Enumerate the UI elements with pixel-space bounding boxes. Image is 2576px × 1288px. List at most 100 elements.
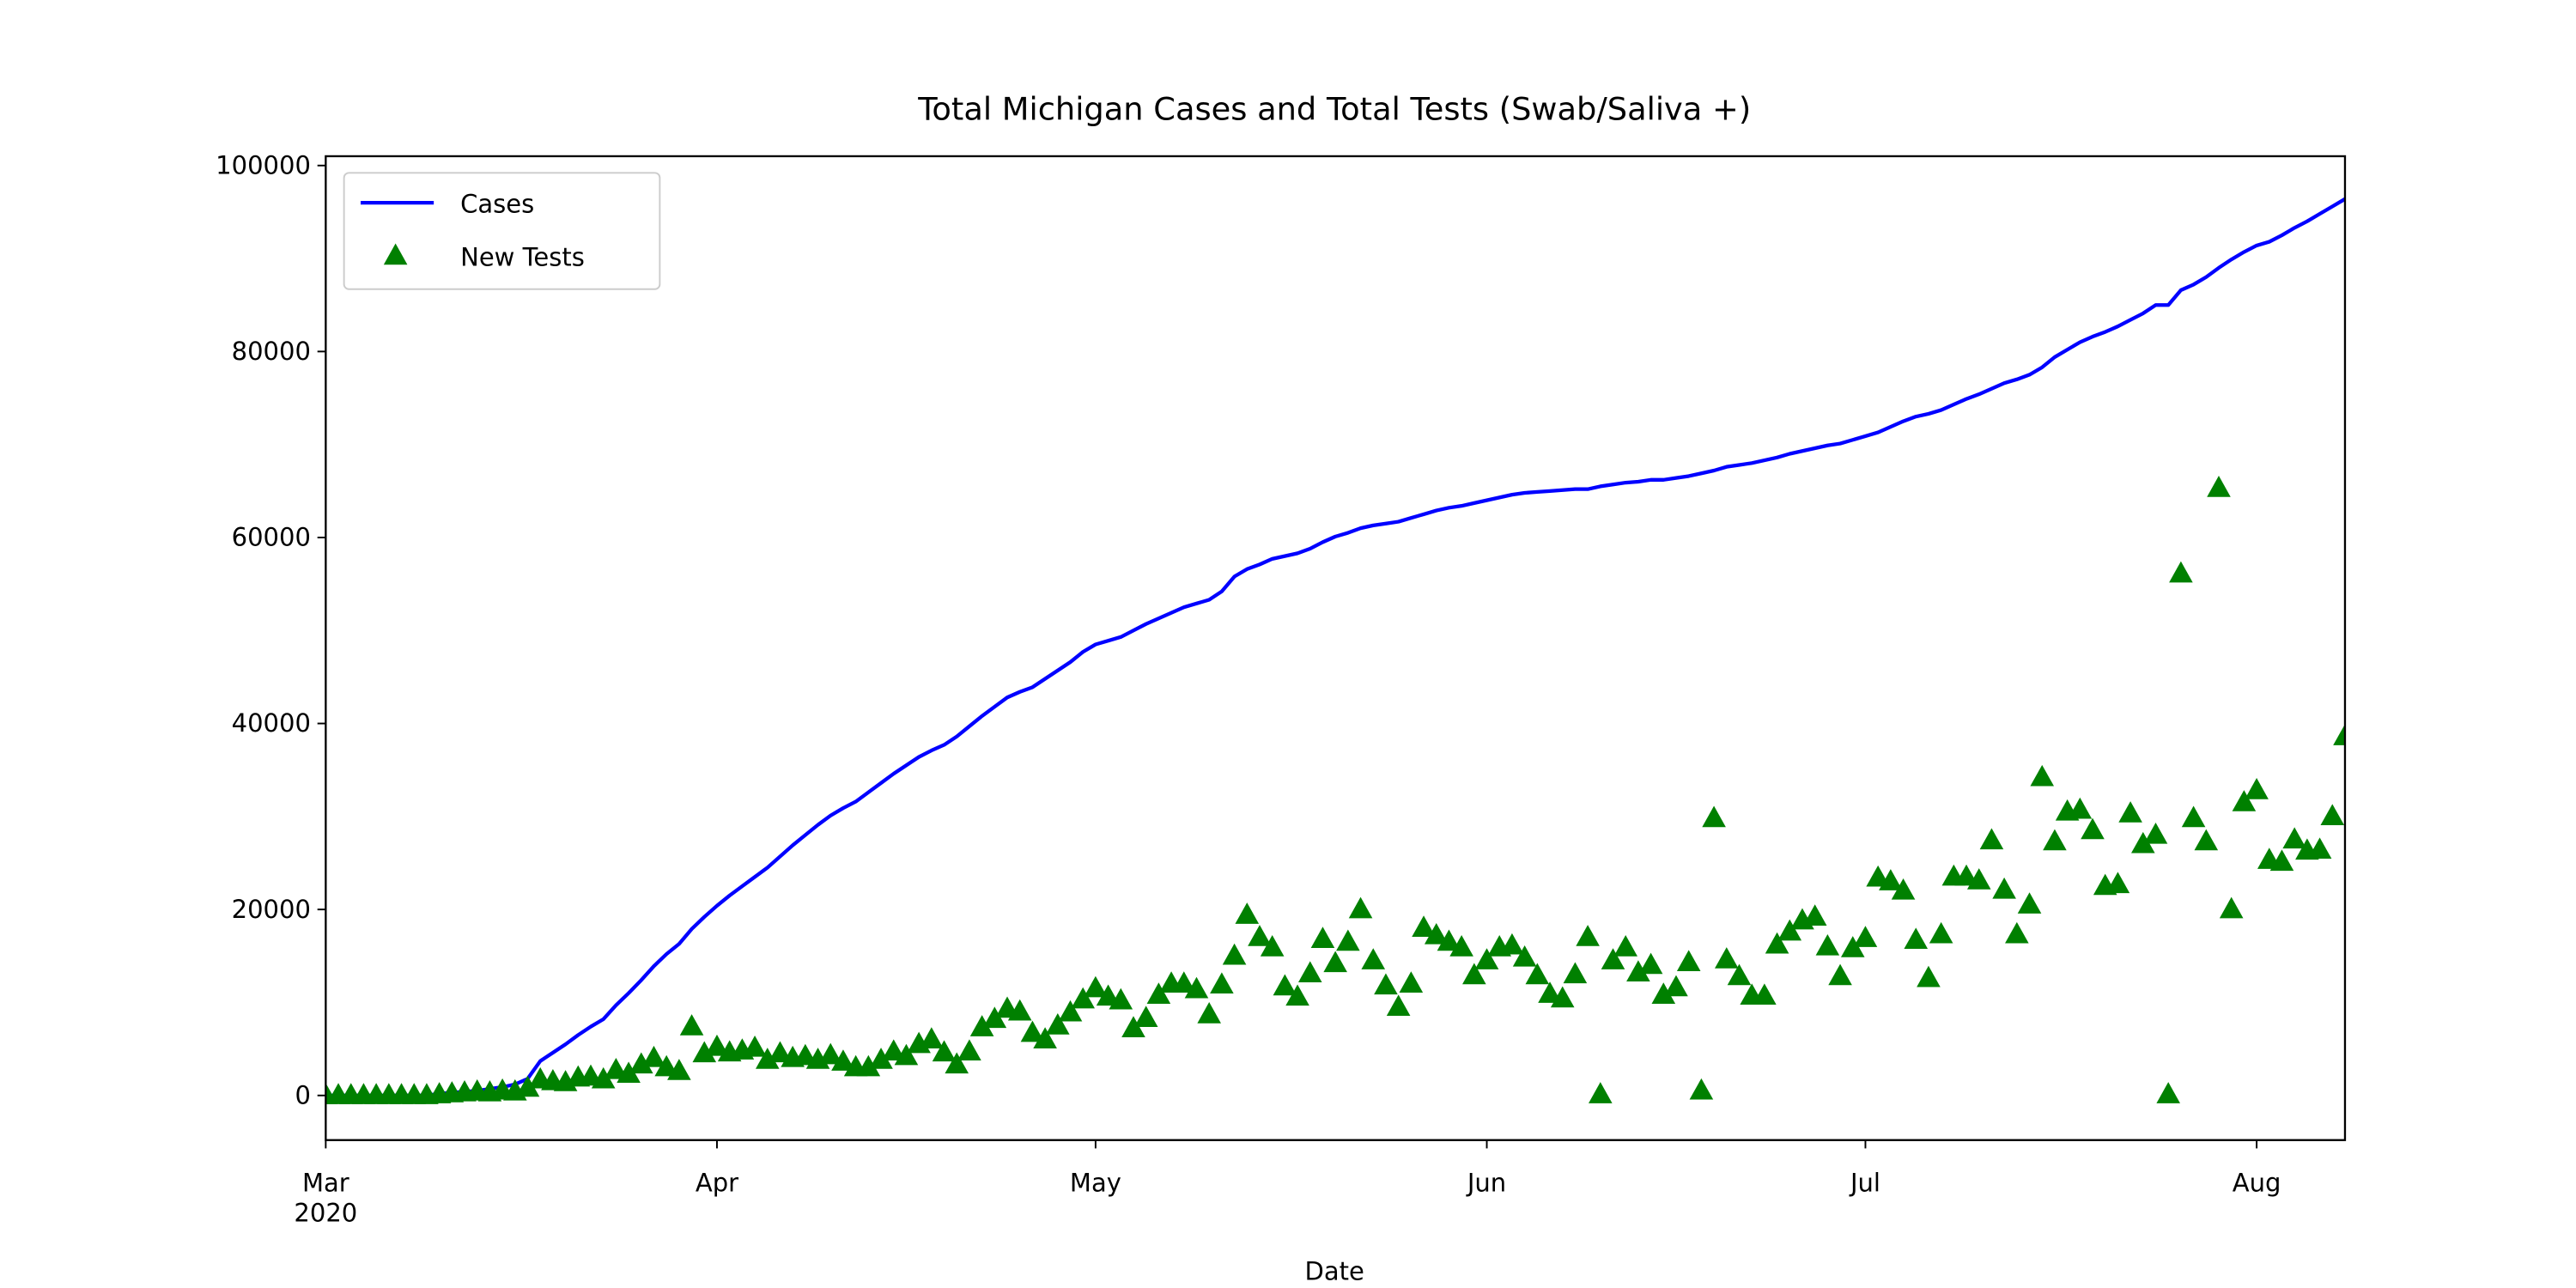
test-marker <box>629 1052 653 1074</box>
test-marker <box>1361 948 1386 969</box>
test-marker <box>1966 868 1991 890</box>
test-marker <box>1538 981 1562 1003</box>
test-marker <box>1664 975 1688 997</box>
test-marker <box>2194 829 2219 851</box>
test-marker <box>932 1040 957 1062</box>
test-marker <box>1172 971 1196 993</box>
test-marker <box>2320 804 2345 826</box>
test-marker <box>2105 872 2130 894</box>
legend-marker <box>383 243 408 265</box>
test-marker <box>1576 925 1600 946</box>
test-marker <box>1386 994 1411 1017</box>
test-marker <box>1879 869 1903 890</box>
test-marker <box>1651 982 1676 1004</box>
test-marker <box>982 1006 1007 1029</box>
test-marker <box>1676 950 1701 972</box>
test-marker <box>679 1014 704 1036</box>
test-marker <box>2307 837 2332 860</box>
test-marker <box>1638 952 1663 975</box>
test-marker <box>1146 982 1171 1004</box>
test-marker <box>1020 1020 1045 1042</box>
test-marker <box>1248 925 1272 946</box>
test-marker <box>1917 965 1941 987</box>
test-marker <box>2333 724 2345 745</box>
test-marker <box>1297 961 1322 983</box>
test-marker <box>1323 951 1347 973</box>
x-tick-label: Jun <box>1466 1169 1506 1198</box>
test-marker <box>1222 943 1247 965</box>
test-marker <box>1613 935 1637 957</box>
x-tick-label: May <box>1070 1169 1121 1198</box>
test-marker <box>1412 915 1436 937</box>
test-marker <box>1273 974 1297 996</box>
test-marker <box>2181 805 2206 828</box>
legend-label: Cases <box>460 190 534 219</box>
test-marker <box>894 1043 919 1066</box>
test-marker <box>869 1048 893 1069</box>
test-marker <box>818 1042 843 1065</box>
test-marker <box>1626 960 1650 981</box>
test-marker <box>2143 823 2168 844</box>
test-marker <box>1979 828 2004 850</box>
test-marker <box>1601 948 1625 969</box>
test-marker <box>692 1041 717 1063</box>
test-marker <box>1840 936 1865 957</box>
x-axis-label: Date <box>1305 1256 1364 1285</box>
test-marker <box>743 1036 767 1057</box>
test-marker <box>617 1061 641 1084</box>
test-marker <box>2081 817 2105 840</box>
test-marker <box>1449 935 1473 957</box>
chart-title: Total Michigan Cases and Total Tests (Sw… <box>917 90 1751 127</box>
test-marker <box>2219 896 2244 919</box>
x-tick-label: Jul <box>1849 1169 1880 1198</box>
test-marker <box>1714 947 1739 969</box>
test-marker <box>2245 778 2269 799</box>
test-marker <box>1235 902 1260 924</box>
y-tick-label: 60000 <box>232 523 311 552</box>
test-marker <box>1084 975 1108 998</box>
test-marker <box>1197 1002 1221 1024</box>
test-marker <box>1500 933 1524 955</box>
test-marker <box>881 1039 906 1061</box>
test-marker <box>667 1059 691 1080</box>
test-marker <box>1550 986 1575 1008</box>
test-marker <box>755 1048 780 1069</box>
test-marker <box>1891 878 1916 900</box>
test-marker <box>969 1015 994 1036</box>
test-marker <box>705 1034 729 1056</box>
test-marker <box>1374 973 1398 995</box>
y-tick-label: 80000 <box>232 337 311 366</box>
test-marker <box>2169 561 2193 583</box>
test-marker <box>1753 983 1777 1005</box>
test-marker <box>1474 948 1499 969</box>
test-marker <box>1765 932 1789 954</box>
test-marker <box>1589 1082 1613 1103</box>
test-marker <box>2207 476 2231 497</box>
test-marker <box>1992 877 2016 899</box>
test-marker <box>1184 976 1209 999</box>
test-marker <box>1071 987 1095 1009</box>
legend-label: New Tests <box>460 243 585 272</box>
test-marker <box>2030 764 2055 787</box>
test-marker <box>2269 849 2294 872</box>
test-marker <box>1689 1078 1714 1100</box>
test-marker <box>957 1039 981 1061</box>
test-marker <box>1310 927 1335 948</box>
test-marker <box>641 1045 666 1067</box>
test-marker <box>2068 797 2093 819</box>
test-marker <box>1563 962 1588 984</box>
test-marker <box>1424 922 1449 945</box>
test-marker <box>1702 805 1726 828</box>
test-marker <box>1525 963 1550 985</box>
test-marker <box>1802 904 1827 926</box>
test-marker <box>1929 921 1953 944</box>
y-tick-label: 100000 <box>216 150 311 179</box>
test-marker <box>1399 971 1424 993</box>
test-marker <box>1437 929 1461 951</box>
y-tick-label: 20000 <box>232 895 311 924</box>
test-marker <box>2017 892 2042 914</box>
test-marker <box>1133 1005 1158 1028</box>
test-marker <box>1007 999 1032 1021</box>
